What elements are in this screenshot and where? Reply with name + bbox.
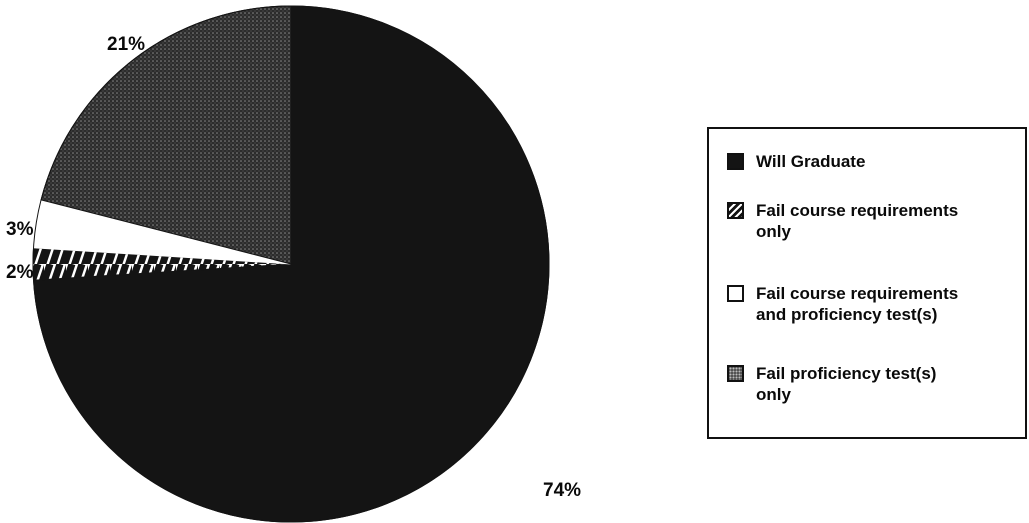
legend-swatch-hatch — [727, 202, 744, 219]
pie-outline — [32, 5, 550, 523]
legend-item-will-graduate: Will Graduate — [727, 151, 1016, 172]
legend-label-line: only — [756, 385, 791, 404]
legend-label: Fail proficiency test(s) only — [756, 363, 1016, 405]
legend-label-line: Fail course requirements — [756, 284, 959, 303]
pie-slice-label: 3% — [6, 219, 34, 240]
legend: Will Graduate Fail course requirements o… — [707, 127, 1027, 439]
legend-item-fail-course-only: Fail course requirements only — [727, 200, 1016, 242]
pie-slice-label: 2% — [6, 262, 34, 283]
legend-swatch-dots — [727, 365, 744, 382]
legend-label-line: Fail course requirements — [756, 201, 959, 220]
legend-item-fail-course-and-proficiency: Fail course requirements and proficiency… — [727, 283, 1016, 325]
legend-swatch-solid — [727, 153, 744, 170]
legend-label: Will Graduate — [756, 151, 1016, 172]
legend-swatch-white — [727, 285, 744, 302]
legend-label: Fail course requirements only — [756, 200, 1016, 242]
pie-slice-label: 74% — [543, 480, 581, 501]
pie-slice-label: 21% — [107, 34, 145, 55]
legend-label-line: Fail proficiency test(s) — [756, 364, 937, 383]
legend-label: Fail course requirements and proficiency… — [756, 283, 1016, 325]
pie-slice-labels: 74% 2% 3% 21% — [6, 34, 581, 501]
legend-label-line: and proficiency test(s) — [756, 305, 938, 324]
legend-item-fail-proficiency-only: Fail proficiency test(s) only — [727, 363, 1016, 405]
pie-slices — [32, 5, 550, 523]
legend-label-line: Will Graduate — [756, 152, 866, 171]
legend-label-line: only — [756, 222, 791, 241]
